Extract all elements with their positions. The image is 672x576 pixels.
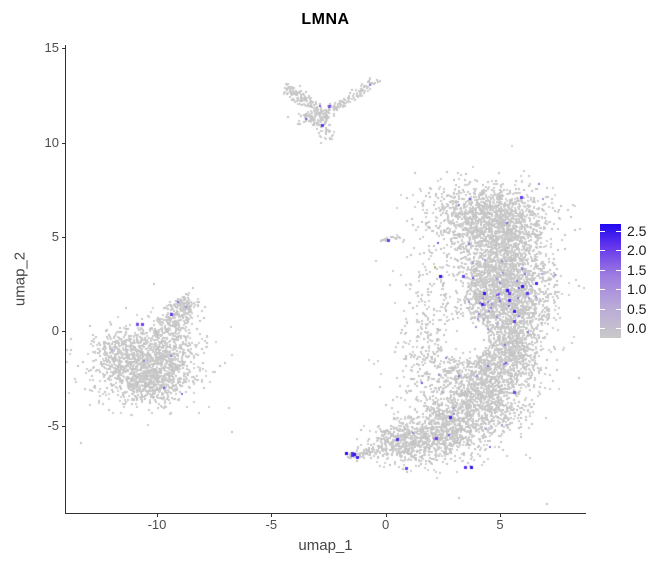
y-axis-label: umap_2 [11, 251, 29, 307]
y-axis-tick [62, 142, 66, 144]
scatter-canvas [66, 45, 585, 513]
y-axis-tick [62, 48, 66, 50]
legend-tick-left [600, 328, 605, 329]
legend-tick-left [600, 289, 605, 291]
x-axis-tick [499, 513, 501, 517]
legend-tick-left [600, 269, 605, 271]
y-axis-tick [62, 331, 66, 333]
legend-tick-label: 2.5 [627, 223, 647, 239]
legend-tick-label: 0.0 [627, 320, 647, 336]
y-tick-label: -5 [47, 417, 59, 433]
x-tick-label: -5 [265, 517, 278, 532]
y-axis-tick [62, 236, 66, 238]
legend-tick-left [600, 231, 605, 232]
x-axis-label: umap_1 [298, 537, 353, 554]
y-tick-label: 0 [51, 323, 59, 339]
x-axis-tick [385, 513, 387, 517]
legend-tick-right [616, 269, 621, 271]
legend-tick-left [600, 250, 605, 252]
y-tick-label: 10 [44, 134, 59, 150]
x-axis-line [65, 513, 586, 514]
legend-tick-right [616, 231, 621, 232]
legend-tick-right [616, 308, 621, 310]
x-axis-tick [271, 513, 273, 517]
x-tick-label: 5 [496, 517, 504, 532]
y-axis-tick [62, 425, 66, 427]
legend-tick-right [616, 250, 621, 252]
y-axis-line [65, 45, 66, 514]
legend-tick-label: 2.0 [627, 242, 647, 259]
legend-tick-label: 1.0 [627, 281, 647, 298]
legend-tick-left [600, 308, 605, 310]
legend-tick-right [616, 328, 621, 329]
x-tick-label: 0 [382, 517, 390, 532]
y-tick-label: 15 [44, 40, 59, 56]
x-tick-label: -10 [147, 517, 167, 532]
legend-colorbar [600, 224, 621, 338]
y-tick-label: 5 [51, 228, 59, 244]
x-axis-tick [156, 513, 158, 517]
legend-tick-right [616, 289, 621, 291]
plot-title: LMNA [301, 11, 350, 28]
legend-tick-label: 1.5 [627, 261, 647, 278]
legend-tick-label: 0.5 [627, 300, 647, 317]
